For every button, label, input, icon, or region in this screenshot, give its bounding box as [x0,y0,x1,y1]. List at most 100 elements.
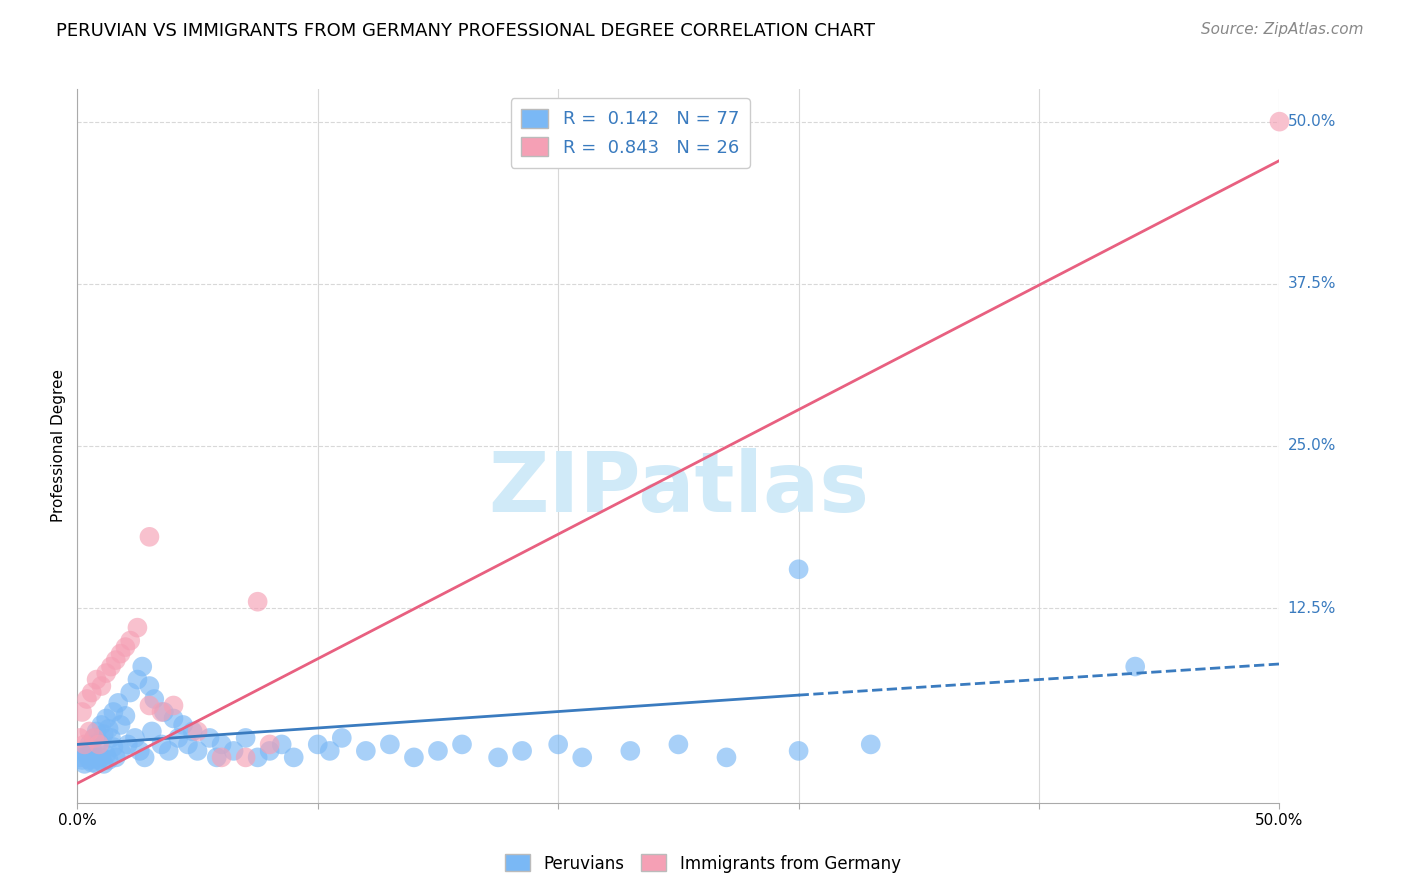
Point [787,744,810,758]
Point [571,750,593,764]
Point [96,666,118,681]
Point [330,731,353,745]
Point [246,595,269,609]
Point [80,756,103,770]
Point [186,724,209,739]
Point [547,738,569,752]
Point [103,739,125,754]
Point [124,731,146,745]
Point [80,685,103,699]
Point [787,562,810,576]
Text: Source: ZipAtlas.com: Source: ZipAtlas.com [1201,22,1364,37]
Point [486,750,509,764]
Point [211,738,233,752]
Text: 50.0%: 50.0% [1288,114,1336,129]
Point [427,744,450,758]
Point [259,744,281,758]
Point [80,739,103,754]
Point [114,640,136,654]
Point [86,724,108,739]
Point [138,679,160,693]
Point [668,738,690,752]
Y-axis label: Professional Degree: Professional Degree [51,369,66,523]
Point [83,731,105,745]
Point [1123,659,1146,673]
Point [83,731,105,745]
Point [128,744,150,758]
Point [143,692,166,706]
Point [859,738,882,752]
Point [76,747,98,762]
Legend: R =  0.142   N = 77, R =  0.843   N = 26: R = 0.142 N = 77, R = 0.843 N = 26 [510,98,749,168]
Point [70,705,93,719]
Point [110,647,132,661]
Point [90,750,112,764]
Point [186,744,209,758]
Point [114,709,136,723]
Point [205,750,228,764]
Point [97,722,120,736]
Point [319,744,342,758]
Point [83,750,105,764]
Point [153,705,176,719]
Point [104,750,127,764]
Point [86,756,108,771]
Point [93,756,115,771]
Point [270,738,292,752]
Point [100,659,122,673]
Point [211,750,233,764]
Point [150,705,173,719]
Point [110,718,132,732]
Point [127,621,149,635]
Point [79,724,101,739]
Point [73,738,96,752]
Point [96,711,118,725]
Text: 12.5%: 12.5% [1288,600,1336,615]
Point [73,744,96,758]
Point [87,753,110,767]
Point [100,731,122,745]
Point [110,744,132,758]
Point [141,724,163,739]
Point [378,738,401,752]
Point [167,731,190,745]
Point [222,744,245,758]
Point [138,530,160,544]
Point [76,692,98,706]
Point [120,685,142,699]
Point [157,744,180,758]
Text: PERUVIAN VS IMMIGRANTS FROM GERMANY PROFESSIONAL DEGREE CORRELATION CHART: PERUVIAN VS IMMIGRANTS FROM GERMANY PROF… [56,22,876,40]
Point [354,744,377,758]
Point [79,738,101,752]
Point [117,738,139,752]
Point [131,659,153,673]
Point [69,750,91,764]
Point [90,679,112,693]
Text: ZIPatlas: ZIPatlas [488,449,869,529]
Point [70,753,93,767]
Point [134,750,156,764]
Point [619,744,641,758]
Point [1268,114,1291,128]
Point [716,750,738,764]
Point [90,718,112,732]
Point [79,753,101,767]
Text: 25.0%: 25.0% [1288,439,1336,453]
Point [120,633,142,648]
Point [87,738,110,752]
Point [93,727,115,741]
Point [96,747,118,762]
Point [87,735,110,749]
Point [402,750,425,764]
Point [104,653,127,667]
Point [107,696,129,710]
Legend: Peruvians, Immigrants from Germany: Peruvians, Immigrants from Germany [499,847,907,880]
Point [283,750,305,764]
Point [177,738,200,752]
Point [138,698,160,713]
Point [97,753,120,767]
Point [86,673,108,687]
Point [307,738,329,752]
Point [246,750,269,764]
Point [150,738,173,752]
